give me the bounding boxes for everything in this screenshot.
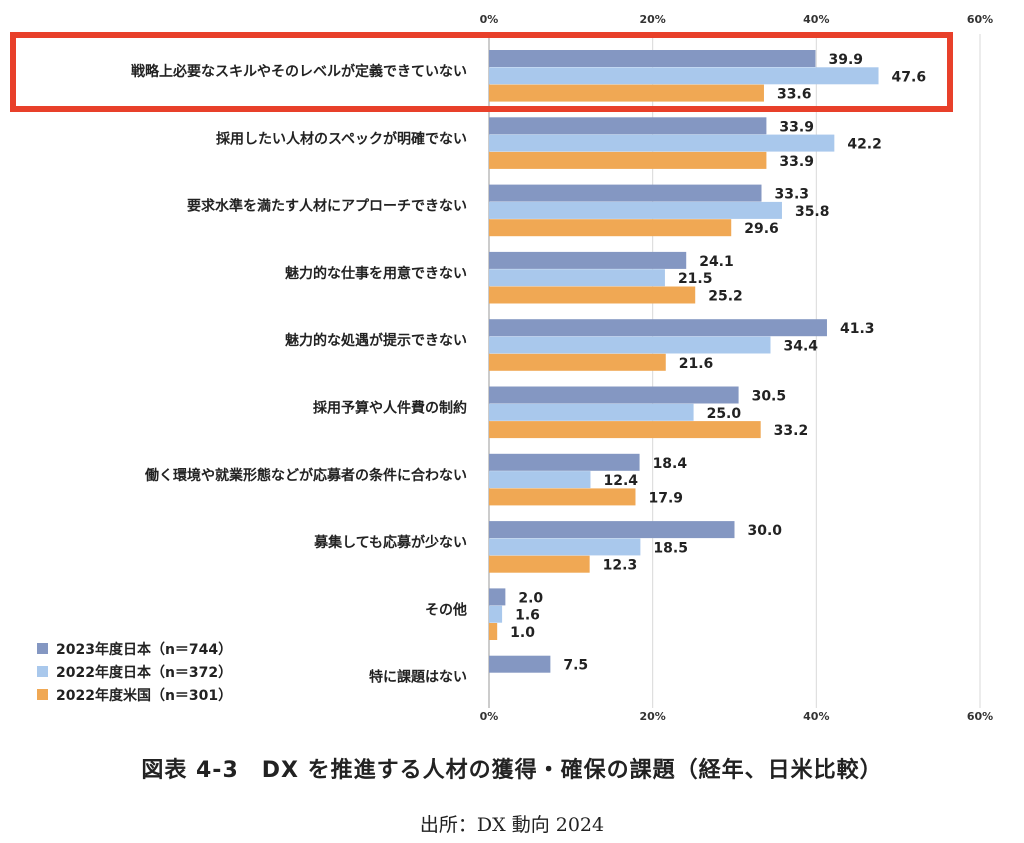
data-label: 29.6 <box>744 221 779 237</box>
category-label: 特に課題はない <box>369 669 467 686</box>
bar <box>489 555 590 573</box>
bar <box>489 269 665 287</box>
data-label: 35.8 <box>795 204 830 220</box>
bar <box>489 134 835 152</box>
data-label: 33.9 <box>779 119 814 135</box>
data-label: 12.3 <box>603 558 638 574</box>
data-label: 41.3 <box>840 321 875 337</box>
bar <box>489 219 732 237</box>
data-label: 34.4 <box>784 339 819 355</box>
bar <box>489 386 739 404</box>
data-label: 33.9 <box>779 154 814 170</box>
bar <box>489 623 498 640</box>
data-label: 12.4 <box>603 473 638 489</box>
x-tick-label-bottom: 60% <box>967 710 993 723</box>
x-tick-label-top: 0% <box>480 13 499 26</box>
data-label: 33.2 <box>774 423 809 439</box>
bar <box>489 521 735 539</box>
legend-swatch <box>37 689 48 700</box>
source-note: 出所：DX 動向 2024 <box>419 814 605 836</box>
data-label: 30.0 <box>748 523 783 539</box>
x-tick-label-top: 20% <box>639 13 665 26</box>
bar <box>489 67 879 85</box>
bar <box>489 117 767 135</box>
legend-swatch <box>37 643 48 654</box>
bar <box>489 84 764 102</box>
bar <box>489 588 506 606</box>
data-label: 18.5 <box>653 540 688 556</box>
x-tick-label-bottom: 40% <box>803 710 829 723</box>
data-label: 7.5 <box>563 658 588 674</box>
data-label: 33.6 <box>777 87 812 103</box>
category-label: その他 <box>425 601 467 618</box>
bar <box>489 184 762 202</box>
bar <box>489 336 771 354</box>
data-label: 39.9 <box>829 52 864 68</box>
data-label: 25.0 <box>707 406 742 422</box>
category-label: 募集しても応募が少ない <box>313 534 467 551</box>
data-label: 2.0 <box>518 590 543 606</box>
x-tick-label-bottom: 0% <box>480 710 499 723</box>
data-label: 18.4 <box>653 456 688 472</box>
bar-chart: 0% 0% 20% 20% 40% 40% 60% 60% 戦略上必要なスキルやそのレベルが定義… <box>10 13 993 723</box>
bar <box>489 50 816 67</box>
bar <box>489 251 687 269</box>
bar <box>489 286 696 304</box>
x-tick-label-top: 60% <box>967 13 993 26</box>
legend-label: 2022年度米国（n＝301） <box>56 687 232 704</box>
bar <box>489 453 640 471</box>
data-label: 21.5 <box>678 271 713 287</box>
data-label: 33.3 <box>775 187 810 203</box>
legend-label: 2023年度日本（n＝744） <box>56 641 232 658</box>
category-label: 働く環境や就業形態などが応募者の条件に合わない <box>144 467 467 484</box>
data-label: 1.0 <box>510 625 535 641</box>
data-label: 24.1 <box>699 254 734 270</box>
bar <box>489 151 767 169</box>
bar <box>489 605 503 623</box>
bar <box>489 201 782 219</box>
figure-caption: 図表 4-3 DX を推進する人材の獲得・確保の課題（経年、日米比較） <box>141 758 883 783</box>
data-label: 47.6 <box>892 69 927 85</box>
category-label: 魅力的な仕事を用意できない <box>285 265 467 282</box>
bar <box>489 421 761 439</box>
data-label: 30.5 <box>752 389 787 405</box>
category-label: 採用予算や人件費の制約 <box>313 400 467 417</box>
data-label: 1.6 <box>515 608 540 624</box>
bar <box>489 353 666 371</box>
data-label: 21.6 <box>679 356 714 372</box>
legend-swatch <box>37 666 48 677</box>
bar <box>489 471 591 489</box>
highlight-box <box>10 32 953 112</box>
bar <box>489 655 551 673</box>
category-label: 要求水準を満たす人材にアプローチできない <box>187 198 467 215</box>
x-tick-label-top: 40% <box>803 13 829 26</box>
bar <box>489 488 636 506</box>
category-label: 採用したい人材のスペックが明確でない <box>216 130 467 147</box>
data-label: 25.2 <box>708 289 743 305</box>
bar <box>489 319 827 337</box>
data-label: 17.9 <box>648 490 683 506</box>
category-label: 魅力的な処遇が提示できない <box>285 332 467 349</box>
legend-label: 2022年度日本（n＝372） <box>56 664 232 681</box>
bar <box>489 538 641 556</box>
x-tick-label-bottom: 20% <box>639 710 665 723</box>
data-label: 42.2 <box>847 137 882 153</box>
bar <box>489 403 694 421</box>
category-label: 戦略上必要なスキルやそのレベルが定義できていない <box>131 63 467 80</box>
